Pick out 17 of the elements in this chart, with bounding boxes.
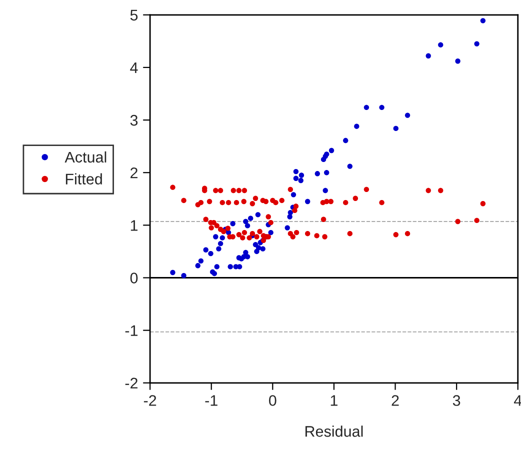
x-tick-label: 3 (452, 395, 460, 406)
y-tick-label: 5 (130, 10, 138, 21)
x-tick-label: 1 (330, 395, 338, 406)
x-axis-title: Residual (305, 426, 363, 437)
y-tick-label: 0 (130, 272, 138, 284)
x-tick-label: -1 (205, 395, 218, 406)
x-tick-label: -2 (144, 395, 156, 406)
x-tick-label: 2 (392, 395, 399, 406)
legend-label: Actual (64, 151, 106, 163)
y-tick-label: 1 (130, 220, 138, 231)
legend-label: Fitted (66, 173, 102, 184)
y-tick-label: 3 (130, 114, 138, 126)
y-tick-label: 4 (130, 62, 138, 73)
y-tick-label: -1 (125, 325, 138, 336)
x-tick-label: 0 (269, 395, 276, 406)
y-tick-label: 2 (130, 167, 138, 178)
y-tick-label: -2 (125, 378, 138, 388)
